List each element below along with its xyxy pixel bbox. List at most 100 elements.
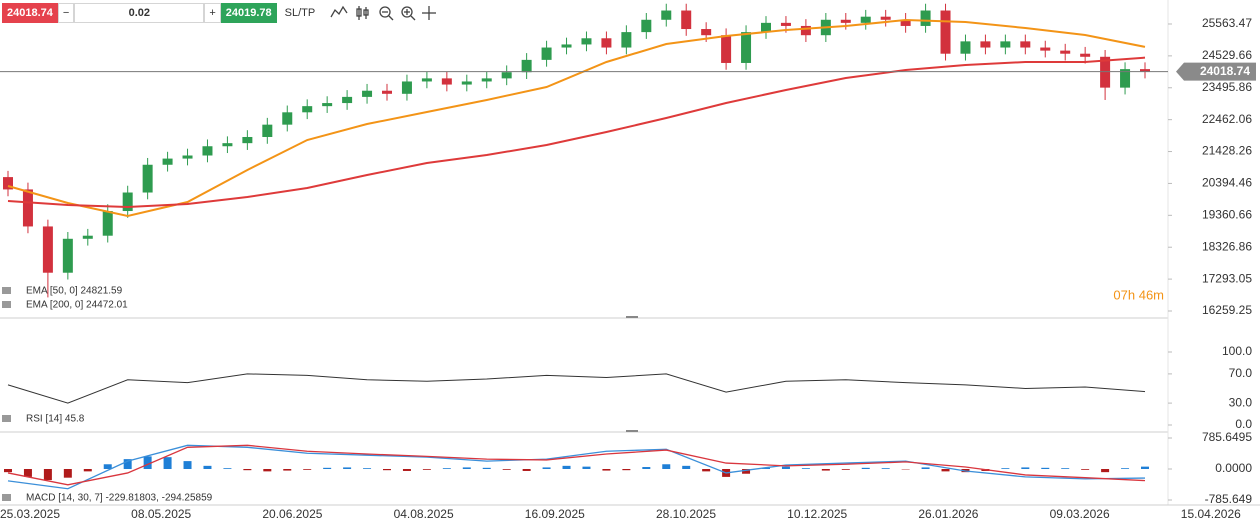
candle-body xyxy=(342,96,353,104)
candle-body xyxy=(401,81,412,94)
candle-body xyxy=(262,124,273,137)
candle-body xyxy=(1140,69,1150,72)
candle-body xyxy=(521,59,532,73)
quantity-input[interactable]: 0.02 xyxy=(74,3,205,23)
macd-line xyxy=(7,444,1146,486)
histogram-bar xyxy=(582,466,591,469)
y-tick-label: 0.0 xyxy=(1235,417,1252,431)
x-tick-label: 16.09.2025 xyxy=(525,507,585,521)
candle-body xyxy=(920,10,931,26)
candle-body xyxy=(82,235,93,239)
y-tick-label: 25563.47 xyxy=(1202,16,1252,30)
histogram-bar xyxy=(881,468,890,469)
x-tick-label: 25.03.2025 xyxy=(0,507,60,521)
zoom-out[interactable] xyxy=(379,6,394,21)
histogram-bar xyxy=(742,469,751,474)
histogram-bar xyxy=(1101,469,1110,473)
legend-icon xyxy=(2,301,11,308)
histogram-bar xyxy=(781,466,790,469)
candle-body xyxy=(900,19,911,26)
zoom-in[interactable] xyxy=(401,6,416,21)
x-tick-label: 26.01.2026 xyxy=(918,507,978,521)
candle-body xyxy=(42,226,53,273)
tool-icons xyxy=(330,5,437,21)
legend-entry: EMA [50, 0] 24821.59 xyxy=(26,286,123,297)
histogram-bar xyxy=(462,467,471,469)
histogram-bar xyxy=(1141,466,1149,469)
histogram-bar xyxy=(941,469,950,472)
candle-body xyxy=(142,164,153,193)
candle-body xyxy=(940,10,951,54)
histogram-bar xyxy=(63,469,72,478)
y-tick-label: 70.0 xyxy=(1229,366,1253,380)
crosshair[interactable] xyxy=(422,6,437,20)
resize-handle xyxy=(626,430,638,432)
line-tool[interactable] xyxy=(330,5,348,18)
candle-body xyxy=(601,38,612,48)
histogram-bar xyxy=(83,469,92,472)
histogram-bar xyxy=(502,469,511,470)
histogram-bar xyxy=(1061,468,1070,469)
legend-icon xyxy=(2,415,11,422)
y-tick-label: 19360.66 xyxy=(1202,207,1252,221)
candle-body xyxy=(362,90,373,97)
histogram-bar xyxy=(642,467,651,470)
legend-entry: MACD [14, 30, 7] -229.81803, -294.25859 xyxy=(26,493,213,504)
candle-body xyxy=(960,41,971,54)
histogram-bar xyxy=(103,464,112,469)
candle-body xyxy=(641,19,652,33)
candle-body xyxy=(980,41,991,48)
candle-body xyxy=(441,78,452,85)
candle-body xyxy=(1100,56,1111,88)
candle-body xyxy=(1020,41,1031,48)
macd-line xyxy=(7,444,1146,490)
plus-button[interactable]: + xyxy=(204,3,221,23)
ema-line xyxy=(7,18,1146,218)
candle-body xyxy=(162,158,173,165)
histogram-bar xyxy=(183,461,192,470)
minus-button[interactable]: − xyxy=(57,3,75,23)
y-tick-label: 22462.06 xyxy=(1202,112,1252,126)
candle-body xyxy=(1080,53,1091,57)
histogram-bar xyxy=(422,469,431,470)
y-tick-label: 21428.26 xyxy=(1202,144,1252,158)
candle-body xyxy=(421,78,432,82)
candle-body xyxy=(701,29,712,36)
histogram-bar xyxy=(1121,468,1130,469)
histogram-bar xyxy=(123,459,132,469)
sell-button[interactable]: 24018.74 xyxy=(2,3,58,23)
histogram-bar xyxy=(4,469,12,473)
y-tick-label: 30.0 xyxy=(1229,395,1253,409)
histogram-bar xyxy=(1021,467,1030,469)
histogram-bar xyxy=(1001,468,1010,469)
candle-tool[interactable] xyxy=(356,6,369,20)
buy-button[interactable]: 24019.78 xyxy=(220,3,277,23)
toolbar: 24018.74 − 0.02 + 24019.78 SL/TP xyxy=(2,3,449,23)
sltp-button[interactable]: SL/TP xyxy=(284,7,316,19)
x-tick-label: 08.05.2025 xyxy=(131,507,191,521)
candle-body xyxy=(102,211,113,236)
candle-body xyxy=(761,22,771,33)
histogram-bar xyxy=(662,464,671,469)
legend-icon xyxy=(2,494,11,501)
histogram-bar xyxy=(143,456,152,469)
candle-body xyxy=(62,238,73,273)
histogram-bar xyxy=(522,469,531,471)
price-tag-label: 24018.74 xyxy=(1200,64,1250,78)
histogram-bar xyxy=(801,468,810,469)
legend-entry: RSI [14] 45.8 xyxy=(26,414,85,425)
histogram-bar xyxy=(223,468,232,469)
y-tick-label: 20394.46 xyxy=(1202,176,1252,190)
candle-body xyxy=(1060,50,1071,54)
histogram-bar xyxy=(23,469,32,477)
histogram-bar xyxy=(861,467,870,470)
histogram-bar xyxy=(343,467,352,469)
resize-handle xyxy=(626,316,638,318)
x-tick-label: 10.12.2025 xyxy=(787,507,847,521)
histogram-bar xyxy=(1041,467,1050,470)
histogram-bar xyxy=(323,467,332,470)
candle-body xyxy=(800,25,811,36)
x-tick-label: 15.04.2026 xyxy=(1181,507,1241,521)
candle-body xyxy=(182,155,193,159)
